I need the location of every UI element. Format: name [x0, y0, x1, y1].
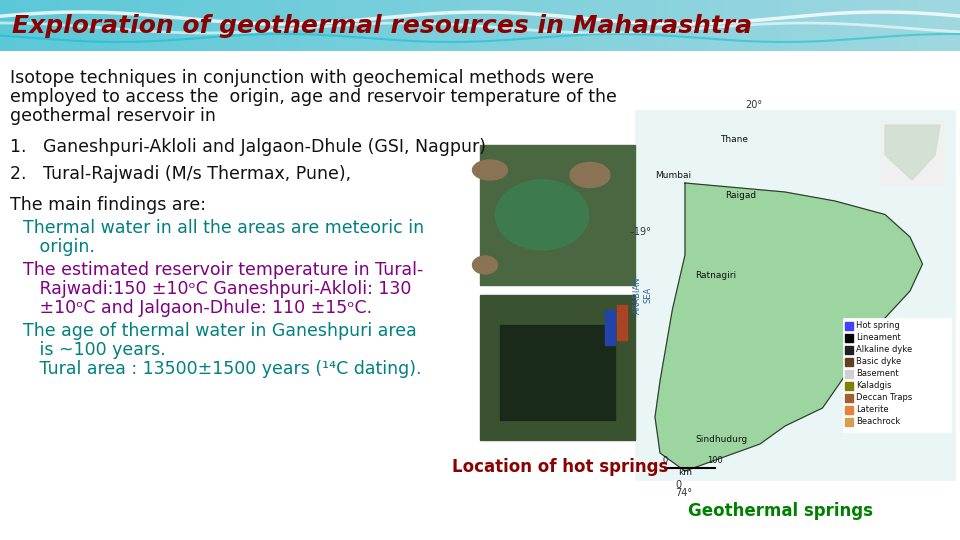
Text: Tural area : 13500±1500 years (¹⁴C dating).: Tural area : 13500±1500 years (¹⁴C datin… — [23, 360, 421, 378]
Text: Ratnagiri: Ratnagiri — [695, 271, 736, 280]
Text: Sindhudurg: Sindhudurg — [695, 435, 747, 444]
Bar — [845, 394, 853, 402]
Text: ARABIAN
SEA: ARABIAN SEA — [634, 276, 653, 314]
Polygon shape — [885, 125, 940, 180]
Text: Hot spring: Hot spring — [856, 321, 900, 330]
Text: –19°: –19° — [630, 227, 652, 237]
Text: 1.   Ganeshpuri-Akloli and Jalgaon-Dhule (GSI, Nagpur): 1. Ganeshpuri-Akloli and Jalgaon-Dhule (… — [10, 138, 486, 156]
Text: The estimated reservoir temperature in Tural-: The estimated reservoir temperature in T… — [23, 261, 423, 279]
Text: 74°: 74° — [675, 488, 692, 498]
Bar — [845, 322, 853, 330]
Ellipse shape — [495, 180, 588, 250]
Bar — [605, 310, 615, 345]
Text: Geothermal springs: Geothermal springs — [687, 502, 873, 520]
Text: 0: 0 — [662, 456, 667, 465]
Text: geothermal reservoir in: geothermal reservoir in — [10, 107, 216, 125]
Text: The age of thermal water in Ganeshpuri area: The age of thermal water in Ganeshpuri a… — [23, 322, 417, 340]
Bar — [880, 120, 945, 185]
Text: Kaladgis: Kaladgis — [856, 381, 892, 390]
Text: 2.   Tural-Rajwadi (M/s Thermax, Pune),: 2. Tural-Rajwadi (M/s Thermax, Pune), — [10, 165, 351, 183]
Bar — [500, 325, 615, 420]
Ellipse shape — [472, 160, 508, 180]
Bar — [845, 418, 853, 426]
Text: km: km — [678, 468, 692, 477]
Text: employed to access the  origin, age and reservoir temperature of the: employed to access the origin, age and r… — [10, 88, 617, 106]
Text: Raigad: Raigad — [725, 191, 756, 199]
Text: is ~100 years.: is ~100 years. — [23, 341, 166, 359]
Text: Exploration of geothermal resources in Maharashtra: Exploration of geothermal resources in M… — [12, 14, 752, 37]
Bar — [845, 382, 853, 390]
Text: Beachrock: Beachrock — [856, 417, 900, 427]
Polygon shape — [655, 183, 923, 471]
Ellipse shape — [472, 256, 497, 274]
Text: Laterite: Laterite — [856, 406, 889, 415]
Bar — [480, 295, 635, 440]
Text: Lineament: Lineament — [856, 334, 900, 342]
Text: Basic dyke: Basic dyke — [856, 357, 901, 367]
Text: Location of hot springs: Location of hot springs — [452, 458, 668, 476]
Text: Thermal water in all the areas are meteoric in: Thermal water in all the areas are meteo… — [23, 219, 424, 237]
Text: Deccan Traps: Deccan Traps — [856, 394, 912, 402]
Bar — [10, 319, 19, 328]
Text: Isotope techniques in conjunction with geochemical methods were: Isotope techniques in conjunction with g… — [10, 69, 594, 87]
Text: 0: 0 — [675, 480, 682, 490]
Text: ±10ᵒC and Jalgaon-Dhule: 110 ±15ᵒC.: ±10ᵒC and Jalgaon-Dhule: 110 ±15ᵒC. — [23, 299, 372, 317]
Bar — [635, 110, 955, 480]
Ellipse shape — [570, 163, 610, 187]
Bar — [845, 346, 853, 354]
Bar — [845, 370, 853, 378]
Bar — [480, 145, 635, 285]
Bar — [10, 216, 19, 225]
Text: origin.: origin. — [23, 238, 95, 256]
Text: 20°: 20° — [745, 100, 762, 110]
Bar — [843, 318, 951, 432]
Text: 100: 100 — [708, 456, 723, 465]
Bar — [845, 358, 853, 366]
Text: Thane: Thane — [720, 136, 748, 145]
Text: Basement: Basement — [856, 369, 899, 379]
Text: Mumbai: Mumbai — [655, 171, 691, 179]
Text: Rajwadi:150 ±10ᵒC Ganeshpuri-Akloli: 130: Rajwadi:150 ±10ᵒC Ganeshpuri-Akloli: 130 — [23, 280, 412, 298]
Bar — [617, 305, 627, 340]
Bar — [845, 334, 853, 342]
Bar — [845, 406, 853, 414]
Text: Alkaline dyke: Alkaline dyke — [856, 346, 912, 354]
Text: The main findings are:: The main findings are: — [10, 196, 206, 214]
Bar — [10, 258, 19, 267]
